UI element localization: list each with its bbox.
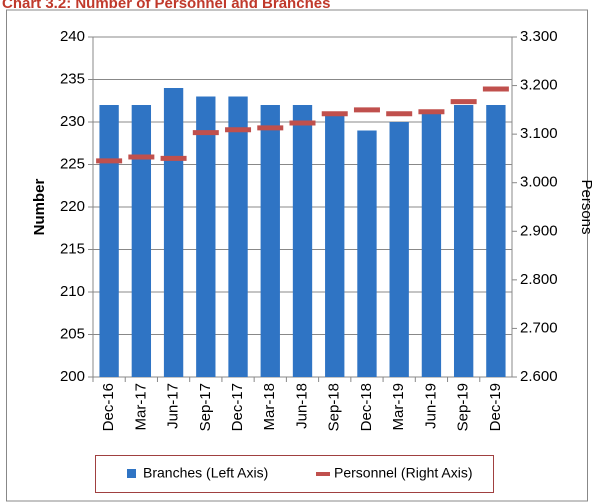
bar [196, 96, 216, 377]
x-tick-label: Dec-18 [358, 383, 375, 431]
x-tick-label: Sep-17 [197, 383, 214, 431]
y-tick-label: 210 [60, 283, 85, 300]
x-tick-label: Mar-17 [132, 383, 149, 431]
y-axis-label: Number [31, 179, 48, 236]
x-tick-label: Jun-18 [293, 383, 310, 429]
y2-axis-label: Persons [578, 179, 594, 234]
chart-title: Chart 3.2: Number of Personnel and Branc… [2, 0, 330, 12]
y2-tick-label: 3.200 [520, 77, 558, 94]
bar [453, 105, 474, 377]
y2-tick-label: 3.100 [520, 125, 558, 142]
bar [131, 105, 152, 377]
legend-label: Branches (Left Axis) [143, 465, 268, 481]
bar [163, 88, 184, 377]
y-tick-label: 220 [60, 198, 85, 215]
y-tick-label: 230 [60, 113, 85, 130]
bar [292, 105, 313, 377]
x-tick-label: Sep-19 [455, 383, 472, 431]
legend-box [95, 455, 494, 493]
x-tick-label: Jun-19 [422, 383, 439, 429]
y-tick-label: 205 [60, 325, 85, 342]
y2-tick-label: 2.700 [520, 319, 558, 336]
y-tick-label: 225 [60, 155, 85, 172]
y2-tick-label: 2.900 [520, 222, 558, 239]
y-tick-label: 200 [60, 368, 85, 385]
bar [421, 113, 442, 377]
bar [389, 122, 409, 377]
chart-border [6, 9, 588, 502]
y-tick-label: 215 [60, 240, 85, 257]
y-tick-label: 235 [60, 70, 85, 87]
legend-label: Personnel (Right Axis) [334, 465, 473, 481]
y2-tick-label: 3.300 [520, 28, 558, 45]
y2-tick-label: 2.800 [520, 271, 558, 288]
bar [486, 105, 506, 377]
x-tick-label: Mar-19 [390, 383, 407, 431]
bar [325, 113, 345, 377]
x-tick-label: Jun-17 [165, 383, 182, 429]
x-tick-label: Mar-18 [261, 383, 278, 431]
bar [357, 130, 377, 377]
y2-tick-label: 2.600 [520, 368, 558, 385]
x-tick-label: Dec-17 [229, 383, 246, 431]
x-tick-label: Sep-18 [326, 383, 343, 431]
legend-swatch [127, 469, 136, 478]
x-tick-label: Dec-19 [487, 383, 504, 431]
bar [228, 96, 248, 377]
x-tick-label: Dec-16 [100, 383, 117, 431]
y2-tick-label: 3.000 [520, 174, 558, 191]
y-tick-label: 240 [60, 28, 85, 45]
bar [260, 105, 280, 377]
bar [99, 105, 119, 377]
